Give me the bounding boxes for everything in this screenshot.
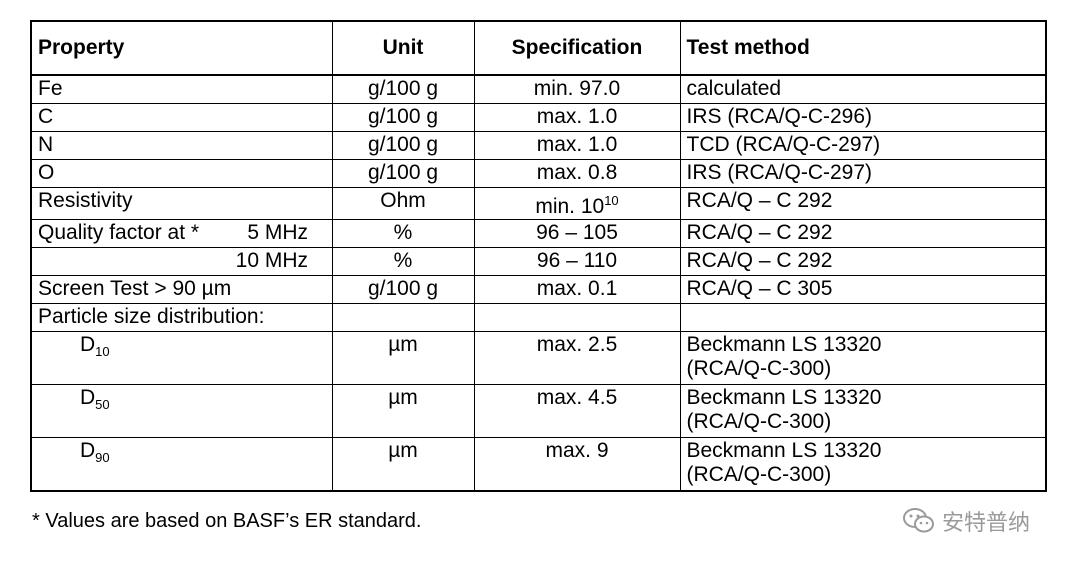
method-line1: Beckmann LS 13320	[686, 333, 882, 356]
frequency-label: 5 MHz	[247, 221, 308, 244]
watermark-text: 安特普纳	[942, 510, 1031, 535]
property-cell: D10	[30, 331, 333, 385]
unit-cell: g/100 g	[331, 159, 475, 188]
header-property: Property	[30, 21, 333, 76]
spec-cell: max. 2.5	[473, 331, 681, 385]
property-cell: Screen Test > 90 µm	[30, 275, 333, 304]
unit-cell: g/100 g	[331, 275, 475, 304]
header-unit: Unit	[331, 21, 475, 76]
table-row: D50 µm max. 4.5 Beckmann LS 13320 (RCA/Q-…	[30, 384, 1047, 438]
unit-cell: g/100 g	[331, 75, 475, 104]
spec-cell	[473, 303, 681, 332]
unit-cell: g/100 g	[331, 103, 475, 132]
method-line2: (RCA/Q-C-300)	[686, 410, 832, 433]
method-cell	[679, 303, 1047, 332]
table-row: Resistivity Ohm min. 1010 RCA/Q – C 292	[30, 187, 1047, 220]
property-base: D	[80, 386, 96, 409]
method-line1: Beckmann LS 13320	[686, 386, 882, 409]
method-cell: TCD (RCA/Q-C-297)	[679, 131, 1047, 160]
property-cell: Particle size distribution:	[30, 303, 333, 332]
spec-cell: max. 9	[473, 437, 681, 492]
property-cell: 10 MHz	[30, 247, 333, 276]
method-line2: (RCA/Q-C-300)	[686, 463, 832, 486]
spec-cell: 96 – 110	[473, 247, 681, 276]
property-subscript: 90	[95, 450, 110, 466]
header-test-method: Test method	[679, 21, 1047, 76]
method-cell: Beckmann LS 13320 (RCA/Q-C-300)	[679, 384, 1047, 438]
property-cell: N	[30, 131, 333, 160]
wechat-icon	[903, 508, 934, 533]
method-line1: Beckmann LS 13320	[686, 439, 882, 462]
method-cell: IRS (RCA/Q-C-296)	[679, 103, 1047, 132]
property-cell: Quality factor at * 5 MHz	[30, 219, 333, 248]
table-row: D90 µm max. 9 Beckmann LS 13320 (RCA/Q-C-…	[30, 437, 1047, 492]
table-row: O g/100 g max. 0.8 IRS (RCA/Q-C-297)	[30, 159, 1047, 188]
spec-cell: max. 1.0	[473, 131, 681, 160]
table-row: Quality factor at * 5 MHz % 96 – 105 RCA/…	[30, 219, 1047, 248]
property-cell: D90	[30, 437, 333, 492]
method-cell: RCA/Q – C 292	[679, 187, 1047, 220]
unit-cell: µm	[331, 437, 475, 492]
spec-cell: min. 1010	[473, 187, 681, 220]
unit-cell: µm	[331, 331, 475, 385]
spec-cell: max. 0.8	[473, 159, 681, 188]
property-base: D	[80, 439, 96, 462]
spec-table: Property Unit Specification Test method …	[30, 20, 1047, 492]
spec-cell: 96 – 105	[473, 219, 681, 248]
spec-cell: max. 0.1	[473, 275, 681, 304]
method-cell: IRS (RCA/Q-C-297)	[679, 159, 1047, 188]
unit-cell: %	[331, 247, 475, 276]
header-specification: Specification	[473, 21, 681, 76]
method-cell: RCA/Q – C 305	[679, 275, 1047, 304]
footnote: * Values are based on BASF’s ER standard…	[32, 510, 422, 532]
table-row: C g/100 g max. 1.0 IRS (RCA/Q-C-296)	[30, 103, 1047, 132]
watermark: 安特普纳	[902, 505, 1030, 537]
spec-cell: min. 97.0	[473, 75, 681, 104]
table-row: Screen Test > 90 µm g/100 g max. 0.1 RCA…	[30, 275, 1047, 304]
table-row: Particle size distribution:	[30, 303, 1047, 332]
property-cell: D50	[30, 384, 333, 438]
table-header-row: Property Unit Specification Test method	[30, 21, 1047, 76]
unit-cell: %	[331, 219, 475, 248]
property-subscript: 10	[95, 344, 110, 360]
method-cell: RCA/Q – C 292	[679, 247, 1047, 276]
spec-exponent: 10	[604, 193, 619, 208]
method-cell: Beckmann LS 13320 (RCA/Q-C-300)	[679, 331, 1047, 385]
property-cell: Resistivity	[30, 187, 333, 220]
quality-factor-label: Quality factor at *	[38, 221, 200, 244]
spec-cell: max. 4.5	[473, 384, 681, 438]
table-row: 10 MHz % 96 – 110 RCA/Q – C 292	[30, 247, 1047, 276]
method-cell: RCA/Q – C 292	[679, 219, 1047, 248]
table-row: Fe g/100 g min. 97.0 calculated	[30, 75, 1047, 104]
property-cell: C	[30, 103, 333, 132]
unit-cell	[331, 303, 475, 332]
table-row: D10 µm max. 2.5 Beckmann LS 13320 (RCA/Q-…	[30, 331, 1047, 385]
property-base: D	[80, 333, 96, 356]
method-line2: (RCA/Q-C-300)	[686, 357, 832, 380]
spec-prefix: min. 10	[535, 195, 605, 218]
property-subscript: 50	[95, 397, 110, 413]
frequency-label: 10 MHz	[235, 249, 308, 272]
unit-cell: g/100 g	[331, 131, 475, 160]
spec-cell: max. 1.0	[473, 103, 681, 132]
unit-cell: µm	[331, 384, 475, 438]
property-cell: Fe	[30, 75, 333, 104]
table-row: N g/100 g max. 1.0 TCD (RCA/Q-C-297)	[30, 131, 1047, 160]
unit-cell: Ohm	[331, 187, 475, 220]
property-cell: O	[30, 159, 333, 188]
method-cell: calculated	[679, 75, 1047, 104]
method-cell: Beckmann LS 13320 (RCA/Q-C-300)	[679, 437, 1047, 492]
